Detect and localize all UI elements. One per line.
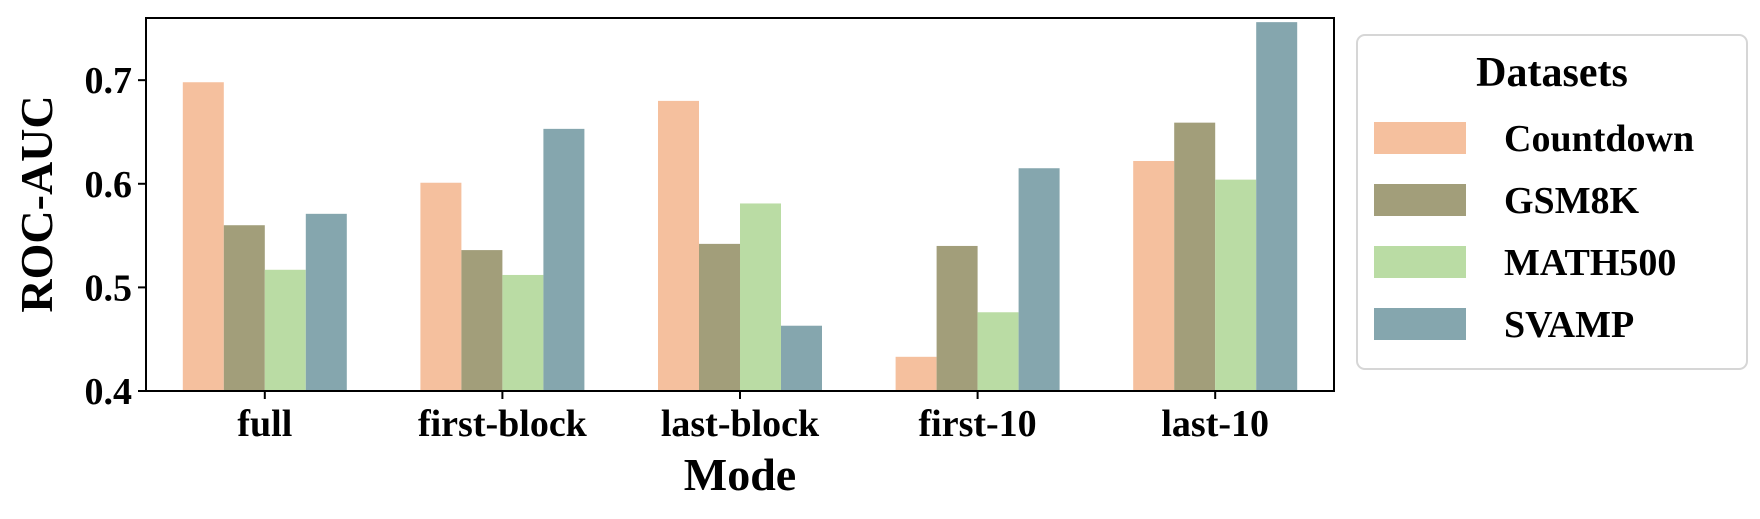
x-tick-label: first-block xyxy=(418,403,588,445)
legend-label: Countdown xyxy=(1504,118,1694,160)
x-tick-label: last-block xyxy=(661,403,820,445)
bar-math500-first-10 xyxy=(977,312,1019,391)
bar-svamp-first-10 xyxy=(1018,168,1060,391)
y-axis: 0.4 0.5 0.6 0.7 xyxy=(85,60,146,413)
legend: Datasets Countdown GSM8K MATH500 SVAMP xyxy=(1356,34,1748,370)
x-tick-label: first-10 xyxy=(919,403,1037,445)
legend-swatch xyxy=(1374,246,1466,278)
bar-gsm8k-first-10 xyxy=(936,245,978,391)
legend-items: Countdown GSM8K MATH500 SVAMP xyxy=(1374,118,1694,346)
bar-math500-full xyxy=(264,269,306,391)
bar-countdown-full xyxy=(182,82,224,391)
legend-label: GSM8K xyxy=(1504,180,1640,222)
bar-svamp-full xyxy=(305,213,347,391)
bar-gsm8k-full xyxy=(223,225,265,391)
legend-swatch xyxy=(1374,184,1466,216)
y-tick-label: 0.5 xyxy=(85,267,133,309)
legend-label: MATH500 xyxy=(1504,242,1676,284)
bar-countdown-last-block xyxy=(658,100,699,391)
bar-countdown-last-10 xyxy=(1133,160,1175,391)
legend-label: SVAMP xyxy=(1504,304,1634,346)
legend-title: Datasets xyxy=(1476,50,1628,96)
y-tick-label: 0.4 xyxy=(85,371,133,413)
bar-gsm8k-last-block xyxy=(699,243,740,391)
bar-svamp-first-block xyxy=(543,128,585,391)
bar-math500-last-10 xyxy=(1215,179,1257,391)
y-axis-title: ROC-AUC xyxy=(11,95,62,312)
x-tick-label: full xyxy=(237,403,292,445)
x-tick-label: last-10 xyxy=(1161,403,1269,445)
bar-math500-first-block xyxy=(502,274,544,391)
x-axis-title: Mode xyxy=(684,449,796,500)
y-tick-label: 0.6 xyxy=(85,164,133,206)
bar-math500-last-block xyxy=(740,203,781,391)
bar-countdown-first-10 xyxy=(895,356,937,391)
bar-countdown-first-block xyxy=(420,182,462,391)
legend-swatch xyxy=(1374,308,1466,340)
bars-layer xyxy=(182,22,1298,392)
bar-gsm8k-last-10 xyxy=(1174,122,1216,392)
x-axis: full first-block last-block first-10 last-10 xyxy=(237,391,1269,445)
bar-gsm8k-first-block xyxy=(461,250,503,391)
bar-svamp-last-10 xyxy=(1256,22,1298,392)
legend-swatch xyxy=(1374,122,1466,154)
legend-frame xyxy=(1356,34,1748,370)
bar-svamp-last-block xyxy=(781,325,822,391)
y-tick-label: 0.7 xyxy=(85,60,133,102)
